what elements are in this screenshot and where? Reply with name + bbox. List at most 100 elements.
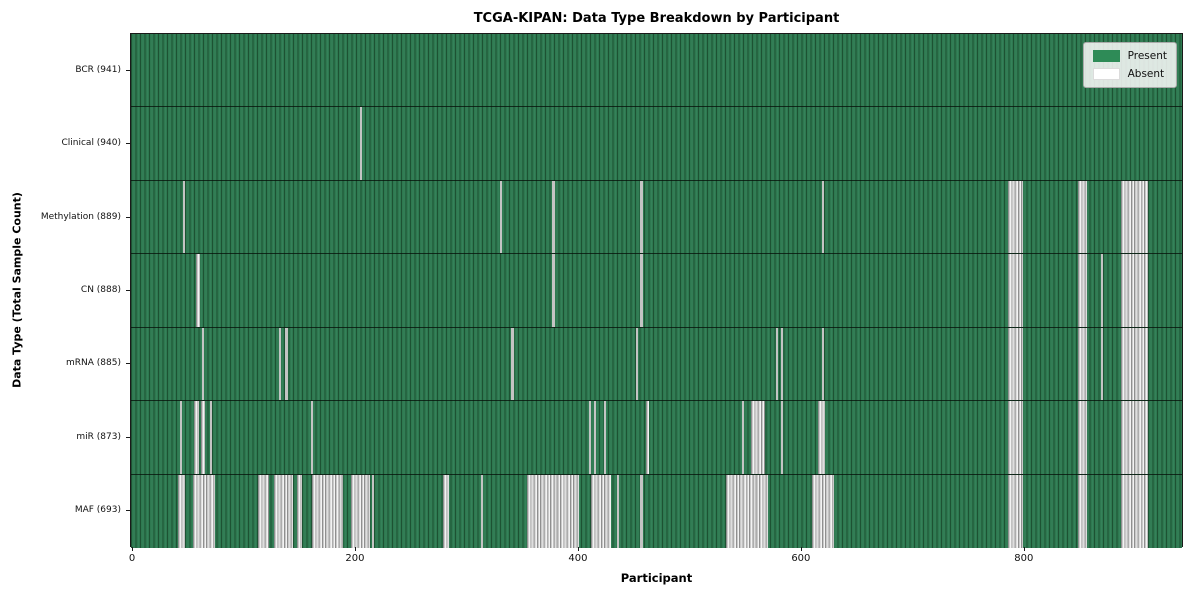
absent-segment xyxy=(311,401,314,474)
y-tick-mark xyxy=(126,143,130,145)
y-tick-label: mRNA (885) xyxy=(66,358,121,369)
y-tick-label: BCR (941) xyxy=(75,64,121,75)
absent-segment xyxy=(200,401,206,474)
plot-area: Present Absent xyxy=(130,33,1183,548)
absent-segment xyxy=(351,474,370,548)
x-tick-label: 400 xyxy=(568,553,588,564)
absent-segment xyxy=(511,327,514,401)
absent-segment xyxy=(811,474,834,548)
absent-segment xyxy=(1101,254,1104,327)
absent-segment xyxy=(500,180,503,254)
y-axis: BCR (941) Clinical (940) Methylation (889)… xyxy=(0,33,130,547)
x-tick-label: 200 xyxy=(345,553,365,564)
absent-segment xyxy=(821,327,824,401)
absent-segment xyxy=(1121,474,1148,548)
absent-segment xyxy=(635,327,639,401)
absent-segment xyxy=(481,474,484,548)
y-tick-label: MAF (693) xyxy=(74,505,121,516)
absent-segment xyxy=(750,401,765,474)
absent-segment xyxy=(196,254,200,327)
absent-stripe-layer xyxy=(133,474,1180,548)
absent-segment xyxy=(443,474,449,548)
absent-segment xyxy=(552,254,555,327)
absent-segment xyxy=(552,180,555,254)
absent-segment xyxy=(1101,327,1104,401)
absent-segment xyxy=(257,474,269,548)
absent-segment xyxy=(726,474,769,548)
y-tick-mark xyxy=(126,69,130,71)
legend-item-absent: Absent xyxy=(1092,68,1167,80)
absent-segment xyxy=(640,254,643,327)
absent-segment xyxy=(194,401,199,474)
legend-present-label: Present xyxy=(1127,50,1167,62)
absent-segment xyxy=(821,180,824,254)
heatmap-row-methylation xyxy=(131,180,1182,255)
legend-absent-label: Absent xyxy=(1127,68,1165,80)
absent-segment xyxy=(818,401,826,474)
x-tick-mark xyxy=(1023,547,1025,551)
heatmap-row-maf xyxy=(131,474,1182,548)
y-tick-label: CN (888) xyxy=(80,285,121,295)
absent-segment xyxy=(1007,401,1024,474)
x-tick-mark xyxy=(800,547,802,551)
x-tick-mark xyxy=(354,547,356,551)
absent-segment xyxy=(591,474,612,548)
absent-stripe-layer xyxy=(133,180,1180,254)
absent-segment xyxy=(640,180,643,254)
absent-segment xyxy=(1121,180,1148,254)
absent-segment xyxy=(589,401,592,474)
x-tick-mark xyxy=(132,547,133,551)
absent-stripe-layer xyxy=(133,254,1180,327)
absent-segment xyxy=(179,401,182,474)
absent-segment xyxy=(1077,180,1087,254)
absent-segment xyxy=(359,107,363,180)
absent-segment xyxy=(201,327,205,401)
absent-segment xyxy=(640,474,643,548)
absent-segment xyxy=(278,327,281,401)
heatmap-row-clinical xyxy=(131,107,1182,181)
heatmap-rows xyxy=(131,34,1182,548)
y-tick-mark xyxy=(126,290,130,291)
absent-segment xyxy=(1077,254,1087,327)
y-tick-mark xyxy=(126,510,130,512)
absent-segment xyxy=(177,474,186,548)
heatmap-row-bcr xyxy=(131,34,1182,108)
heatmap-row-cn xyxy=(131,254,1182,328)
absent-stripe-layer xyxy=(133,327,1180,401)
x-tick-label: 0 xyxy=(128,553,136,564)
absent-segment xyxy=(183,180,186,254)
legend: Present Absent xyxy=(1082,42,1177,88)
absent-segment xyxy=(780,401,783,474)
chart-title: TCGA-KIPAN: Data Type Breakdown by Parti… xyxy=(473,11,840,26)
y-tick-label: miR (873) xyxy=(76,431,121,442)
absent-segment xyxy=(296,474,303,548)
absent-segment xyxy=(593,401,596,474)
x-tick-label: 800 xyxy=(1014,553,1034,564)
absent-segment xyxy=(1077,474,1087,548)
heatmap-row-mir xyxy=(131,401,1182,475)
legend-present-swatch xyxy=(1092,50,1120,62)
absent-segment xyxy=(285,327,288,401)
absent-segment xyxy=(274,474,294,548)
absent-segment xyxy=(645,401,650,474)
legend-item-present: Present xyxy=(1092,50,1167,62)
absent-segment xyxy=(780,327,783,401)
absent-segment xyxy=(1007,474,1024,548)
y-tick-mark xyxy=(126,436,130,438)
absent-stripe-layer xyxy=(133,401,1180,474)
absent-segment xyxy=(617,474,620,548)
heatmap-row-mrna xyxy=(131,327,1182,402)
x-axis: 0 200 400 600 800 xyxy=(128,547,1183,569)
y-tick-label: Clinical (940) xyxy=(61,138,121,149)
absent-segment xyxy=(776,327,779,401)
absent-segment xyxy=(741,401,744,474)
absent-stripe-layer xyxy=(133,107,1180,180)
absent-segment xyxy=(1121,401,1148,474)
y-tick-mark xyxy=(126,216,130,218)
absent-stripe-layer xyxy=(133,34,1180,106)
y-tick-mark xyxy=(126,363,130,365)
absent-segment xyxy=(372,474,375,548)
legend-absent-swatch xyxy=(1092,68,1120,80)
absent-segment xyxy=(1121,327,1148,401)
